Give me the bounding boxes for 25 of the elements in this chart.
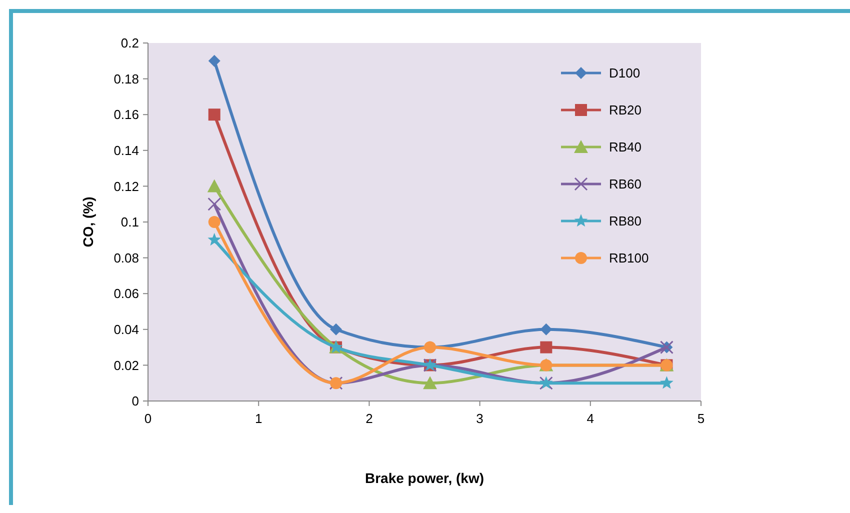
x-tick-label: 4: [586, 411, 594, 426]
x-tick-label: 0: [144, 411, 152, 426]
y-tick-label: 0.16: [114, 107, 139, 122]
legend-label: RB60: [609, 176, 642, 192]
x-tick-label: 5: [697, 411, 705, 426]
y-tick-label: 0.18: [114, 71, 139, 86]
legend-label: RB80: [609, 214, 642, 229]
y-axis-title: CO, (%): [80, 196, 96, 248]
legend-label: RB100: [609, 250, 649, 266]
y-tick-label: 0.08: [114, 250, 139, 266]
y-tick-label: 0.1: [120, 214, 139, 230]
y-tick-label: 0: [132, 394, 139, 409]
x-axis-title: Brake power, (kw): [364, 470, 484, 486]
y-tick-label: 0.14: [114, 142, 139, 158]
y-tick-label: 0.06: [114, 286, 139, 302]
x-tick-label: 1: [254, 411, 262, 426]
x-tick-label: 2: [366, 411, 373, 426]
legend-label: RB20: [609, 102, 642, 118]
legend-label: RB40: [609, 140, 642, 155]
y-tick-label: 0.02: [114, 358, 139, 373]
x-tick-label: 3: [476, 411, 484, 426]
y-tick-label: 0.12: [114, 178, 139, 194]
y-tick-label: 0.2: [120, 36, 139, 51]
legend-label: D100: [609, 66, 640, 81]
y-tick-label: 0.04: [114, 322, 139, 337]
